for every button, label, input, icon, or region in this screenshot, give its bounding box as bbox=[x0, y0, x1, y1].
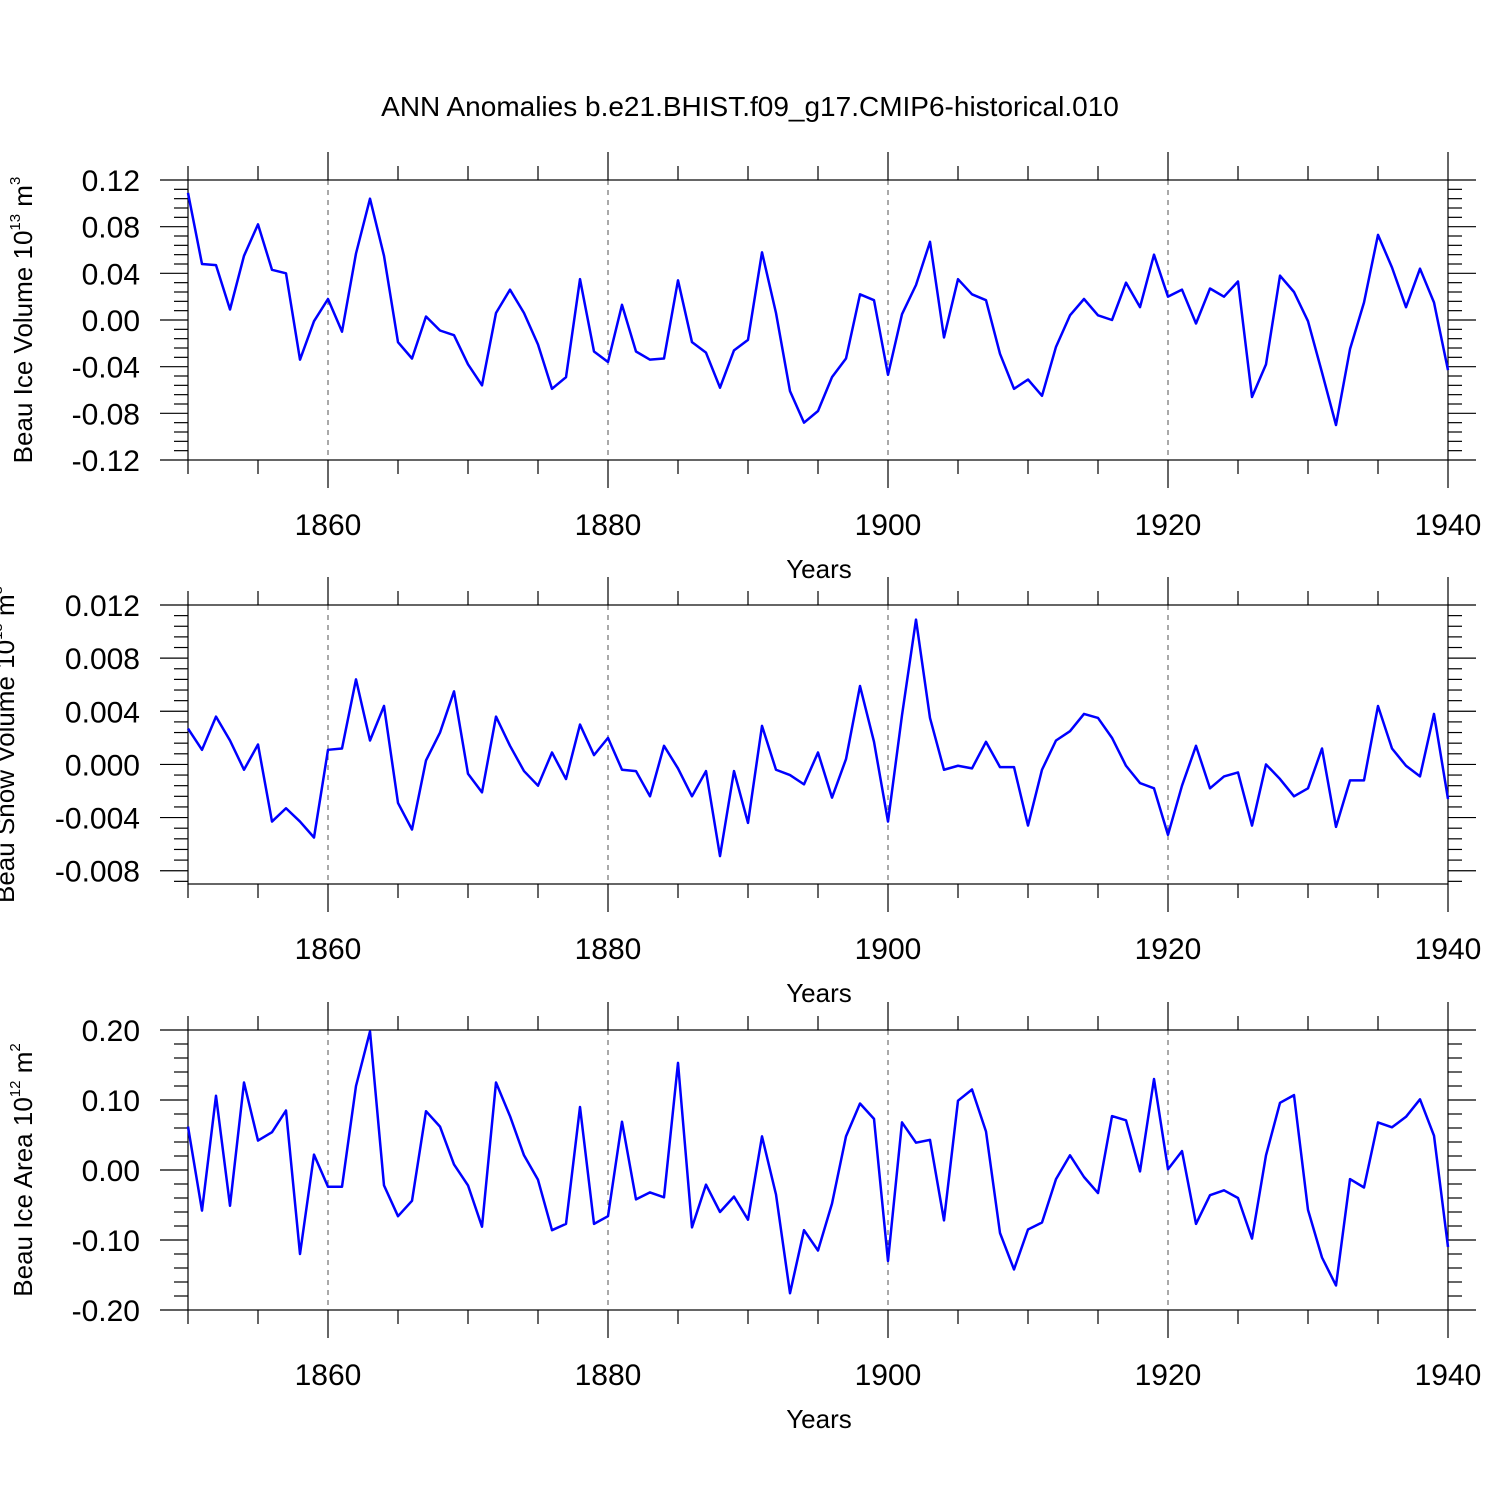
series-line bbox=[186, 618, 1450, 858]
y-tick-label: 0.00 bbox=[82, 305, 140, 338]
y-axis-title: Beau Snow Volume 1013 m3 bbox=[0, 586, 20, 903]
x-tick-label: 1920 bbox=[1135, 933, 1202, 966]
x-tick-label: 1940 bbox=[1415, 509, 1482, 542]
panel-1: -0.12 -0.08 -0.04 0.00 0.04 0.08 0.12 1860 1880 1… bbox=[7, 152, 1481, 584]
x-tick-label: 1860 bbox=[295, 933, 362, 966]
plot-frame bbox=[187, 1029, 1449, 1311]
y-tick-label: -0.08 bbox=[72, 398, 140, 431]
y-axis-title-superscript: 13 bbox=[7, 214, 24, 231]
y-axis-title-superscript: 3 bbox=[7, 177, 24, 185]
y-tick-label: -0.04 bbox=[72, 352, 140, 385]
y-axis-title-superscript: 12 bbox=[7, 1081, 24, 1098]
y-tick-label: -0.004 bbox=[55, 803, 140, 836]
x-tick-label: 1860 bbox=[295, 1359, 362, 1392]
series-line bbox=[186, 192, 1450, 427]
x-tick-label: 1880 bbox=[575, 1359, 642, 1392]
x-tick-label: 1920 bbox=[1135, 509, 1202, 542]
panel-3: -0.20 -0.10 0.00 0.10 0.20 1860 1880 1900 1920 19… bbox=[7, 1002, 1481, 1434]
x-tick-label: 1900 bbox=[855, 933, 922, 966]
y-tick-label: 0.08 bbox=[82, 212, 140, 245]
y-tick-label: 0.012 bbox=[65, 590, 140, 623]
y-tick-label: 0.004 bbox=[65, 696, 140, 729]
y-tick-label: -0.008 bbox=[55, 856, 140, 889]
x-axis-title: Years bbox=[786, 554, 852, 584]
x-tick-label: 1940 bbox=[1415, 933, 1482, 966]
y-axis-title-part: m bbox=[8, 185, 38, 214]
y-tick-label: 0.008 bbox=[65, 643, 140, 676]
panel-2: -0.008 -0.004 0.000 0.004 0.008 0.012 1860 1880… bbox=[0, 577, 1481, 1008]
y-tick-label: -0.20 bbox=[72, 1295, 140, 1328]
y-axis-title-part: Beau Ice Volume 10 bbox=[8, 231, 38, 464]
series-line bbox=[186, 1030, 1450, 1295]
y-axis-title: Beau Ice Volume 1013 m3 bbox=[7, 177, 38, 464]
y-tick-label: 0.12 bbox=[82, 165, 140, 198]
x-tick-label: 1920 bbox=[1135, 1359, 1202, 1392]
y-axis-title-part: m bbox=[0, 594, 20, 623]
y-axis-title-superscript: 13 bbox=[0, 623, 6, 640]
y-tick-label: -0.10 bbox=[72, 1225, 140, 1258]
plot-frame bbox=[187, 604, 1449, 885]
x-axis-title: Years bbox=[786, 978, 852, 1008]
y-axis-title-part: Beau Snow Volume 10 bbox=[0, 640, 20, 903]
chart-title: ANN Anomalies b.e21.BHIST.f09_g17.CMIP6-… bbox=[381, 91, 1119, 122]
panels: -0.12 -0.08 -0.04 0.00 0.04 0.08 0.12 1860 1880 1… bbox=[0, 152, 1481, 1434]
y-axis-title-part: Beau Ice Area 10 bbox=[8, 1097, 38, 1296]
y-tick-label: 0.20 bbox=[82, 1015, 140, 1048]
y-tick-label: 0.04 bbox=[82, 258, 140, 291]
x-tick-label: 1900 bbox=[855, 1359, 922, 1392]
x-tick-label: 1860 bbox=[295, 509, 362, 542]
y-axis-title-part: m bbox=[8, 1052, 38, 1081]
y-tick-label: 0.00 bbox=[82, 1155, 140, 1188]
y-tick-label: 0.10 bbox=[82, 1085, 140, 1118]
y-axis-title-superscript: 3 bbox=[0, 586, 6, 594]
x-tick-label: 1900 bbox=[855, 509, 922, 542]
y-tick-label: -0.12 bbox=[72, 445, 140, 478]
y-tick-label: 0.000 bbox=[65, 749, 140, 782]
y-axis-title-superscript: 2 bbox=[7, 1043, 24, 1051]
x-tick-label: 1880 bbox=[575, 933, 642, 966]
y-axis-title: Beau Ice Area 1012 m2 bbox=[7, 1043, 38, 1296]
x-axis-title: Years bbox=[786, 1404, 852, 1434]
x-tick-label: 1940 bbox=[1415, 1359, 1482, 1392]
x-tick-label: 1880 bbox=[575, 509, 642, 542]
